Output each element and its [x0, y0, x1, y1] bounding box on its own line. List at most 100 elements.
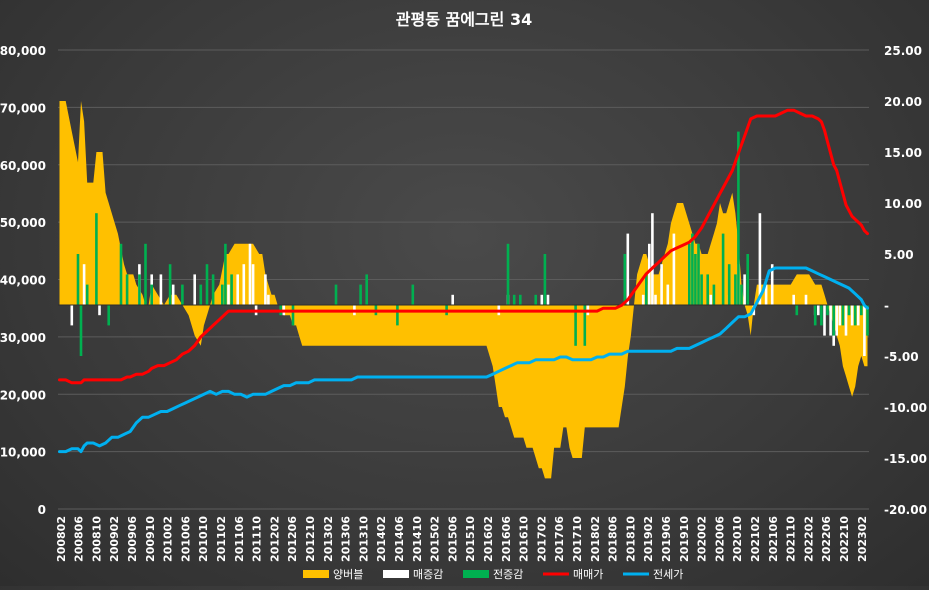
y-right-tick-label: 20.00 — [884, 95, 922, 109]
x-tick-label: 201010 — [197, 516, 210, 562]
bar — [823, 305, 826, 336]
bar — [700, 274, 703, 305]
bar — [820, 305, 823, 326]
x-tick-label: 201710 — [571, 516, 584, 562]
bar — [829, 305, 832, 336]
bar — [795, 305, 799, 316]
bar — [860, 305, 863, 316]
x-tick-label: 201410 — [411, 516, 424, 562]
x-tick-label: 202010 — [731, 516, 744, 562]
x-tick-label: 200802 — [55, 516, 68, 562]
y-left-tick-label: 60,000 — [0, 159, 46, 173]
bar — [770, 264, 774, 305]
x-tick-label: 202210 — [838, 516, 851, 562]
y-left-tick-label: 30,000 — [0, 331, 46, 345]
bar — [709, 294, 713, 305]
bar — [853, 305, 857, 326]
bar — [841, 305, 845, 326]
x-tick-label: 201810 — [624, 516, 637, 562]
bar — [697, 243, 700, 305]
bar — [512, 294, 516, 305]
y-left-tick-label: 70,000 — [0, 101, 46, 115]
bar — [221, 284, 224, 305]
bar — [706, 274, 709, 305]
bar — [119, 243, 123, 305]
bar — [712, 284, 716, 305]
x-tick-label: 201302 — [322, 516, 335, 562]
x-tick-label: 202106 — [767, 516, 780, 562]
bar — [645, 274, 648, 305]
x-tick-label: 201610 — [518, 516, 531, 562]
bar — [626, 233, 630, 305]
bar — [666, 284, 670, 305]
bar — [193, 274, 196, 305]
bar — [230, 274, 233, 305]
bar — [168, 264, 172, 305]
bar — [291, 305, 295, 326]
x-tick-label: 201006 — [179, 516, 192, 562]
x-tick-label: 201310 — [357, 516, 370, 562]
y-right-tick-label: -5.00 — [884, 350, 919, 364]
bar — [641, 294, 645, 305]
bar — [199, 284, 203, 305]
x-tick-label: 200906 — [126, 516, 139, 562]
x-tick-label: 200806 — [73, 516, 86, 562]
x-tick-label: 201210 — [304, 516, 317, 562]
y-left-tick-label: 50,000 — [0, 216, 46, 230]
bar — [764, 284, 768, 305]
bar — [411, 284, 415, 305]
bar — [506, 243, 510, 305]
bar — [694, 254, 697, 305]
bar — [648, 243, 651, 305]
bar — [224, 243, 227, 305]
bar — [95, 213, 98, 305]
bar — [264, 274, 267, 305]
x-tick-label: 201502 — [429, 516, 442, 562]
bar — [740, 284, 743, 305]
legend-label: 전세가 — [653, 568, 683, 581]
bar — [826, 305, 829, 316]
line-series — [58, 266, 869, 454]
bar — [856, 305, 860, 326]
x-tick-label: 202002 — [696, 516, 709, 562]
bar — [359, 284, 362, 305]
bar — [804, 294, 808, 305]
bar — [451, 294, 454, 305]
bar — [334, 284, 338, 305]
x-tick-label: 202206 — [820, 516, 833, 562]
bar — [844, 305, 848, 336]
bar — [543, 254, 547, 305]
x-tick-label: 201306 — [340, 516, 353, 562]
x-tick-label: 201402 — [375, 516, 388, 562]
bar — [267, 294, 270, 305]
y-left-tick-label: 10,000 — [0, 446, 46, 460]
x-tick-label: 201910 — [678, 516, 691, 562]
bar — [79, 305, 83, 356]
bar — [583, 305, 587, 346]
x-tick-label: 201106 — [233, 516, 246, 562]
bar — [519, 294, 522, 305]
bar — [125, 274, 129, 305]
bar — [847, 305, 851, 316]
x-tick-label: 201206 — [286, 516, 299, 562]
y-left-tick-label: 20,000 — [0, 388, 46, 402]
y-left-tick-label: 80,000 — [0, 44, 46, 58]
x-tick-label: 201806 — [607, 516, 620, 562]
bar — [654, 294, 657, 305]
bar — [832, 305, 835, 336]
line-series — [58, 108, 869, 385]
x-tick-label: 201406 — [393, 516, 406, 562]
y-right-tick-label: 10.00 — [884, 197, 922, 211]
x-tick-label: 202202 — [802, 516, 815, 562]
bar — [727, 264, 731, 305]
y-right-tick-label: 5.00 — [884, 248, 914, 262]
legend-label: 매매가 — [573, 568, 603, 581]
legend-swatch — [383, 570, 409, 578]
bar — [838, 305, 842, 326]
bar — [534, 294, 537, 305]
bar — [248, 243, 252, 305]
y-right-tick-label: -10.00 — [884, 401, 927, 415]
bar — [746, 254, 749, 305]
bar — [758, 213, 762, 305]
